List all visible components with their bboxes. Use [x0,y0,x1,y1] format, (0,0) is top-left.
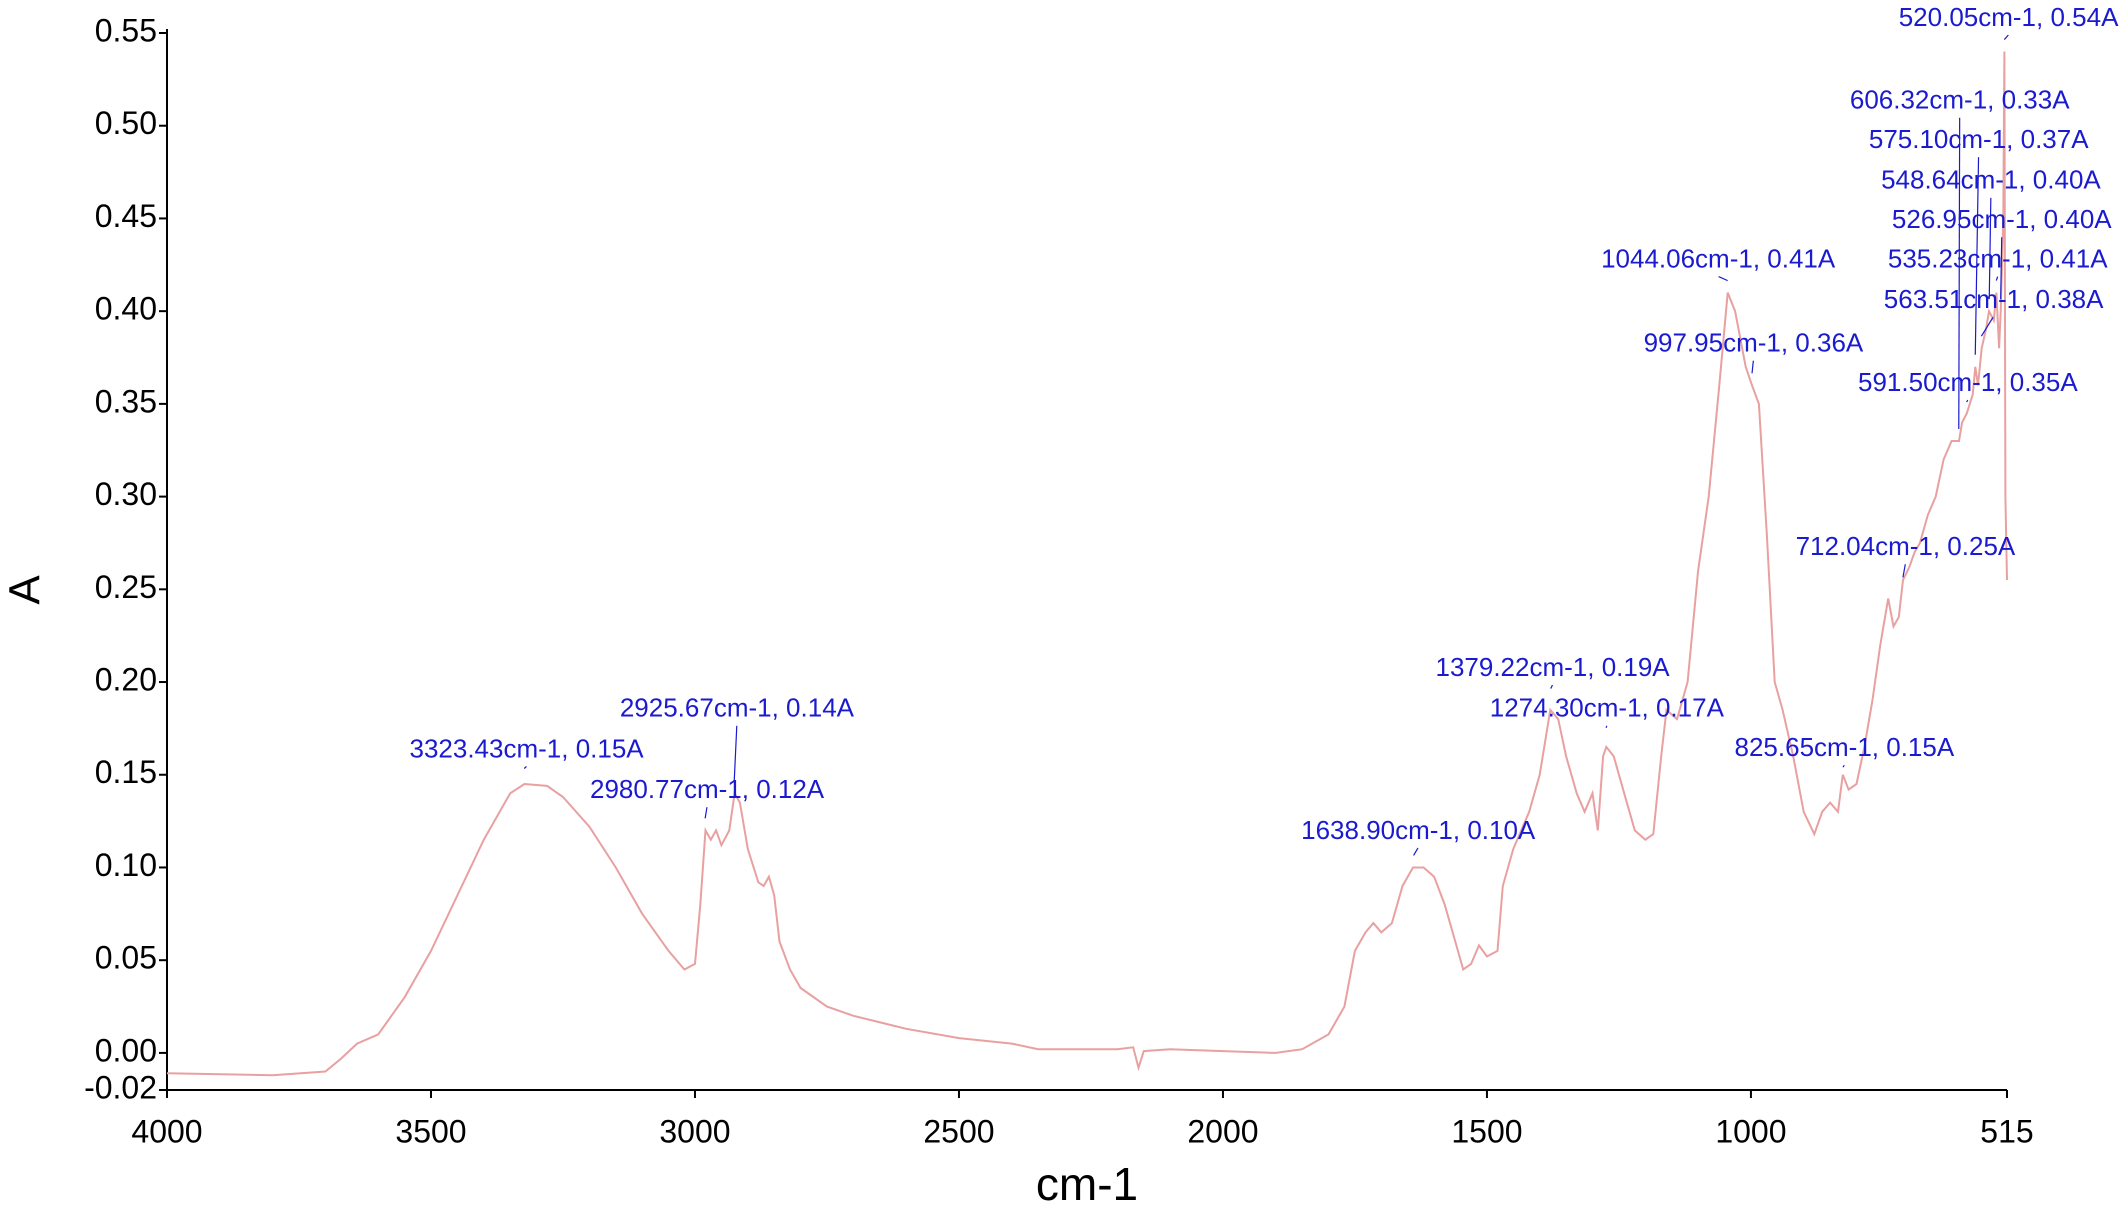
annotation-label: 563.51cm-1, 0.38A [1884,284,2104,314]
annotation-label: 526.95cm-1, 0.40A [1892,204,2112,234]
annotation-pointer [733,725,738,782]
annotation-label: 575.10cm-1, 0.37A [1869,124,2089,154]
annotation-pointer [1751,360,1754,374]
annotation-label: 591.50cm-1, 0.35A [1858,367,2078,397]
annotation-pointer [1605,725,1608,728]
x-tick-label: 3500 [395,1113,466,1149]
annotation-label: 2980.77cm-1, 0.12A [590,774,825,804]
annotation-pointer [523,766,527,769]
annotation-label: 520.05cm-1, 0.54A [1899,2,2119,32]
annotation-pointer [1995,276,1999,281]
x-tick-label: 2500 [923,1113,994,1149]
y-tick-label: -0.02 [84,1069,157,1105]
y-tick-label: 0.35 [95,383,157,419]
x-axis-title: cm-1 [1036,1158,1138,1210]
annotation-label: 1044.06cm-1, 0.41A [1601,243,1836,273]
annotation-pointer [2000,237,2003,300]
x-tick-label: 1500 [1451,1113,1522,1149]
y-tick-label: 0.50 [95,105,157,141]
x-tick-label: 515 [1980,1113,2033,1149]
x-tick-label: 2000 [1187,1113,1258,1149]
annotation-label: 1274.30cm-1, 0.17A [1490,693,1725,723]
spectrum-line [166,51,2008,1077]
annotation-pointer [1550,684,1554,689]
y-tick-label: 0.05 [95,940,157,976]
y-tick-label: 0.40 [95,291,157,327]
x-tick-label: 3000 [659,1113,730,1149]
annotation-pointer [1974,157,1980,355]
annotation-pointer [1413,847,1419,856]
y-tick-label: 0.45 [95,198,157,234]
annotation-pointer [1902,564,1906,578]
annotation-label: 1638.90cm-1, 0.10A [1301,815,1536,845]
annotation-label: 535.23cm-1, 0.41A [1888,243,2108,273]
x-tick-label: 1000 [1715,1113,1786,1149]
y-tick-label: 0.20 [95,661,157,697]
annotation-label: 606.32cm-1, 0.33A [1850,85,2070,115]
annotation-label: 712.04cm-1, 0.25A [1796,531,2016,561]
annotation-pointer [1958,117,1961,429]
x-tick-label: 4000 [131,1113,202,1149]
annotation-label: 997.95cm-1, 0.36A [1644,328,1864,358]
annotation-label: 2925.67cm-1, 0.14A [620,693,855,723]
annotation-pointer [2003,34,2009,40]
y-tick-label: 0.25 [95,569,157,605]
annotation-pointer [1988,197,1992,300]
y-tick-label: 0.30 [95,476,157,512]
annotation-label: 3323.43cm-1, 0.15A [409,733,644,763]
annotation-label: 1379.22cm-1, 0.19A [1435,652,1670,682]
annotation-label: 825.65cm-1, 0.15A [1735,732,1955,762]
annotation-label: 548.64cm-1, 0.40A [1881,165,2101,195]
annotation-pointer [1718,276,1728,282]
y-tick-label: 0.00 [95,1032,157,1068]
y-tick-label: 0.55 [95,12,157,48]
y-tick-label: 0.15 [95,754,157,790]
annotation-pointer [704,807,708,819]
annotation-pointer [1966,399,1969,403]
y-axis-title: A [1,575,50,605]
y-tick-label: 0.10 [95,847,157,883]
annotation-pointer [1980,316,1994,337]
annotation-pointer [1842,764,1845,768]
